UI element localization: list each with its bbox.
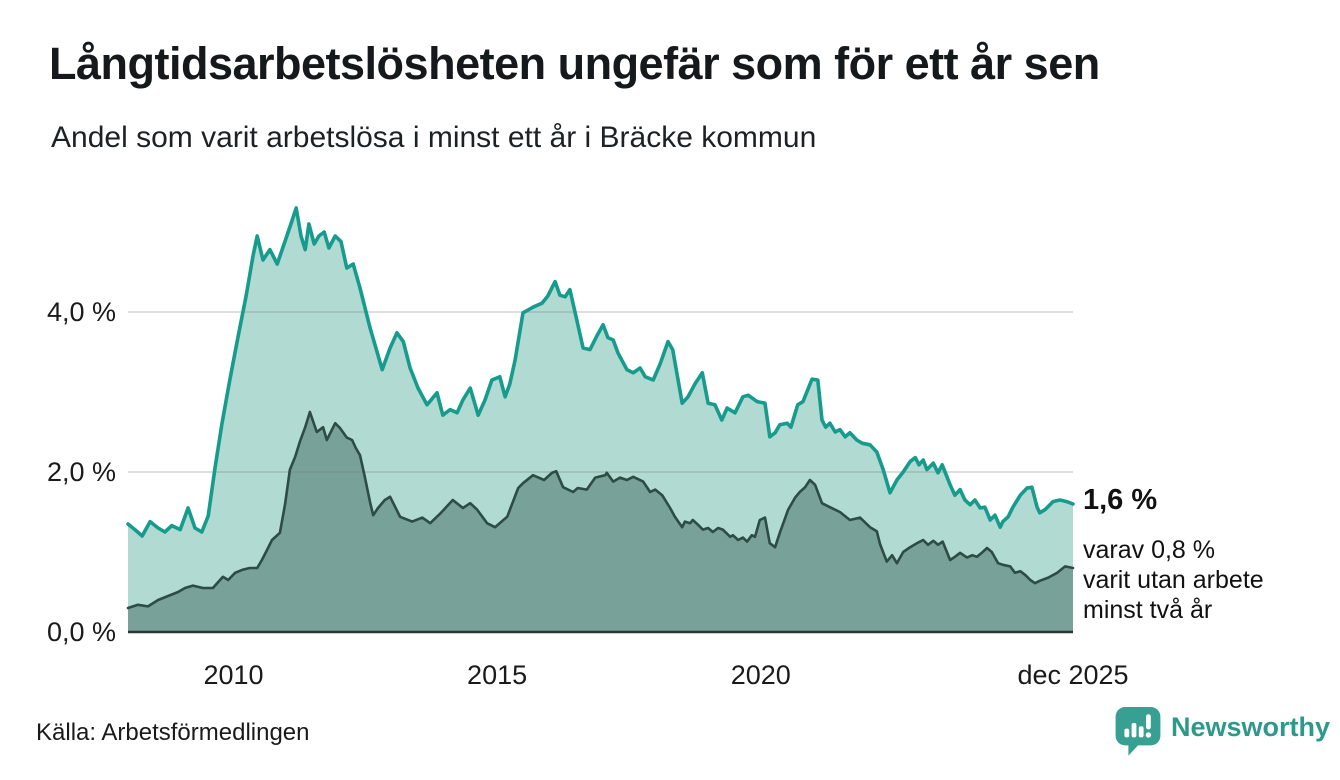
end-value-sublabel-line: varav 0,8 % <box>1083 536 1216 564</box>
y-axis-label: 4,0 % <box>46 297 116 327</box>
y-axis-label: 2,0 % <box>46 457 116 487</box>
end-value-sublabel-line: minst två år <box>1083 596 1213 624</box>
x-axis-label: 2010 <box>203 660 264 690</box>
newsworthy-wordmark: Newsworthy <box>1171 712 1331 742</box>
end-value-label: 1,6 % <box>1083 484 1158 516</box>
newsworthy-logo[interactable]: Newsworthy <box>1114 705 1330 757</box>
end-value-sublabel: varav 0,8 % varit utan arbete minst två … <box>1083 535 1264 625</box>
end-value-sublabel-line: varit utan arbete <box>1083 566 1264 594</box>
source-attribution: Källa: Arbetsförmedlingen <box>36 719 310 746</box>
y-axis-label: 0,0 % <box>46 617 116 647</box>
page-subtitle: Andel som varit arbetslösa i minst ett å… <box>51 121 817 154</box>
x-axis-label: dec 2025 <box>1017 660 1129 690</box>
line-min-two-years <box>126 410 1075 610</box>
line-min-one-year <box>126 206 1075 538</box>
area-fill-min-two-years <box>128 412 1073 632</box>
x-axis-label: 2015 <box>467 660 528 690</box>
page-title: Långtidsarbetslösheten ungefär som för e… <box>49 38 1100 89</box>
newsworthy-badge-icon <box>1115 707 1161 756</box>
x-axis-label: 2020 <box>730 660 791 690</box>
